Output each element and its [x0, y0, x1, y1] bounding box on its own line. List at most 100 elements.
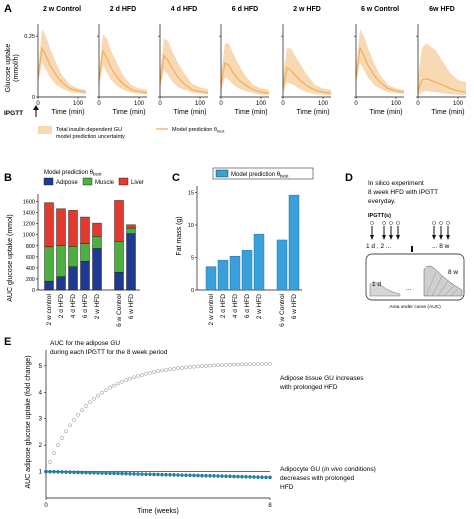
- panel-e-point-adipose-tissue: [216, 363, 220, 368]
- panel-a-6-xlabel: Time (min): [431, 109, 464, 116]
- panel-e-point-adipose-tissue: [132, 375, 136, 380]
- panel-c-category-label: 2 d HFD: [220, 294, 227, 319]
- panel-d-ipgtt-arrow-head: [446, 235, 450, 240]
- panel-a-4-uncertainty-band: [283, 48, 331, 96]
- panel-c-category-label: 6 w Control: [279, 293, 286, 326]
- panel-e-point-adipocyte: [248, 475, 252, 479]
- panel-d-text-1: In silico experiment: [368, 180, 424, 187]
- panel-c-category-label: 2 w control: [208, 293, 215, 325]
- panel-e-point-adipocyte: [224, 474, 228, 479]
- panel-e-point-adipose-tissue: [172, 366, 176, 371]
- panel-e-point-adipose-tissue: [112, 383, 116, 388]
- panel-e-point-adipocyte: [128, 471, 132, 476]
- panel-e-point-adipocyte: [136, 472, 140, 476]
- panel-c-category-label: 2 w HFD: [256, 294, 263, 320]
- panel-a-4-x-tick-label: 100: [318, 101, 329, 107]
- panel-a-0-xlabel: Time (min): [51, 109, 84, 116]
- panel-e-point-adipose-tissue: [232, 362, 236, 367]
- panel-e-point-adipose-tissue: [236, 362, 240, 367]
- panel-e-annotation-upper-1: Adipose tissue GU increases: [280, 375, 364, 382]
- panel-c-bar: [288, 194, 300, 291]
- panel-b-bar-adipose: [126, 233, 136, 291]
- panel-e-point-adipocyte: [100, 471, 104, 475]
- panel-c-bar: [241, 250, 253, 291]
- panel-e-point-adipocyte: [204, 473, 208, 478]
- panel-e-point-adipocyte: [260, 475, 264, 480]
- panel-b-legend-title: Model prediction θbest: [44, 170, 102, 177]
- panel-e-point-adipocyte: [164, 472, 168, 477]
- panel-d-ipgtt-arrow-head: [439, 235, 443, 240]
- panel-b-category-label: 6 w HFD: [128, 294, 135, 320]
- panel-e-x-tick-label: 0: [44, 503, 48, 509]
- panel-d-auc-right-hatch: [425, 271, 459, 297]
- panel-e-y-tick-label: 1: [39, 470, 43, 476]
- panel-c-y-tick-label: 5: [191, 256, 194, 262]
- panel-e-point-adipose-tissue: [128, 376, 132, 381]
- panel-a-0-x-tick-label: 100: [73, 101, 84, 107]
- panel-e-point-adipocyte: [240, 474, 244, 479]
- panel-e-point-adipocyte: [148, 472, 152, 477]
- panel-e-point-adipose-tissue: [208, 363, 212, 368]
- panel-label-a: A: [4, 3, 12, 15]
- panel-e-point-adipose-tissue: [72, 417, 76, 422]
- panel-e-y-tick-label: 3: [39, 417, 43, 423]
- panel-e-point-adipocyte: [56, 470, 60, 474]
- panel-e-point-adipocyte: [44, 469, 48, 474]
- panel-d-ipgtt-arrow-head: [396, 235, 400, 240]
- panel-c-legend-sub: best: [280, 174, 289, 179]
- panel-b-bar-adipose: [68, 266, 78, 291]
- panel-e-point-adipose-tissue: [56, 443, 60, 448]
- panel-a-3-x-tick-label: 0: [219, 101, 223, 107]
- panel-d-ipgtt-arrow-head: [389, 235, 393, 240]
- panel-a-3-uncertainty-band: [221, 43, 269, 96]
- panel-c-y-tick-label: 15: [188, 191, 194, 197]
- panel-e-point-adipocyte: [80, 470, 84, 475]
- panel-c-legend-main: Model prediction θ: [231, 172, 281, 178]
- panel-d-box-left-label: 1 d: [372, 281, 381, 288]
- panel-d-ipgtt-dot: [439, 221, 443, 225]
- panel-b-bar-muscle: [92, 236, 102, 249]
- panel-e-point-adipocyte: [68, 470, 72, 475]
- panel-e-point-adipocyte: [192, 473, 196, 478]
- panel-a-2-model-line: [159, 54, 209, 94]
- panel-b-y-tick-label: 600: [26, 255, 35, 261]
- panel-e-point-adipose-tissue: [240, 362, 244, 367]
- panel-e-annotation-lower-1c: conditions): [343, 466, 376, 473]
- panel-e-point-adipocyte: [252, 475, 256, 479]
- panel-a-ylabel-line2: (mmol/h): [13, 54, 20, 82]
- panel-a-1-x-tick-label: 100: [134, 101, 145, 107]
- panel-e-y-tick-label: 2: [39, 443, 43, 449]
- panel-a-5-x-tick-label: 0: [354, 101, 358, 107]
- panel-e-point-adipose-tissue: [168, 367, 172, 372]
- panel-a-0-uncertainty-band: [38, 28, 86, 95]
- panel-b-bar-liver: [56, 208, 66, 246]
- panel-d-ipgtt-arrow-head: [432, 235, 436, 240]
- panel-e-point-adipocyte: [52, 469, 56, 474]
- panel-b-y-tick-label: 800: [26, 244, 35, 250]
- panel-e-point-adipocyte: [168, 472, 172, 477]
- panel-b-bar-liver: [126, 224, 136, 229]
- panel-e-point-adipocyte: [140, 472, 144, 476]
- panel-e-point-adipocyte: [96, 471, 100, 475]
- panel-b-bar-liver: [44, 202, 54, 248]
- legend-liver-label: Liver: [131, 180, 144, 186]
- panel-a-5-x-tick-label: 100: [391, 101, 402, 107]
- panel-e-point-adipose-tissue: [104, 388, 108, 392]
- panel-a-2-x-tick-label: 0: [158, 101, 162, 107]
- panel-a-5-title: 6 w Control: [361, 6, 399, 13]
- panel-a-ipgtt-label: IPGTT: [4, 110, 23, 117]
- panel-a-3-model-line: [220, 62, 270, 94]
- panel-e-point-adipose-tissue: [228, 362, 232, 367]
- legend-model-main: Model prediction θ: [172, 127, 217, 133]
- panel-a-1-uncertainty-band: [99, 33, 147, 95]
- panel-e-point-adipose-tissue: [252, 362, 256, 366]
- panel-e-point-adipocyte: [60, 470, 64, 474]
- panel-b-bar-muscle: [114, 241, 124, 273]
- panel-d-ipgtt-arrow-head: [370, 235, 374, 240]
- panel-label-c: C: [172, 172, 180, 184]
- panel-e-point-adipose-tissue: [52, 451, 56, 456]
- panel-e-point-adipose-tissue: [256, 362, 260, 366]
- panel-d-ipgtt-dot: [432, 221, 436, 225]
- panel-e-point-adipose-tissue: [248, 362, 252, 367]
- panel-e-point-adipocyte: [216, 474, 220, 478]
